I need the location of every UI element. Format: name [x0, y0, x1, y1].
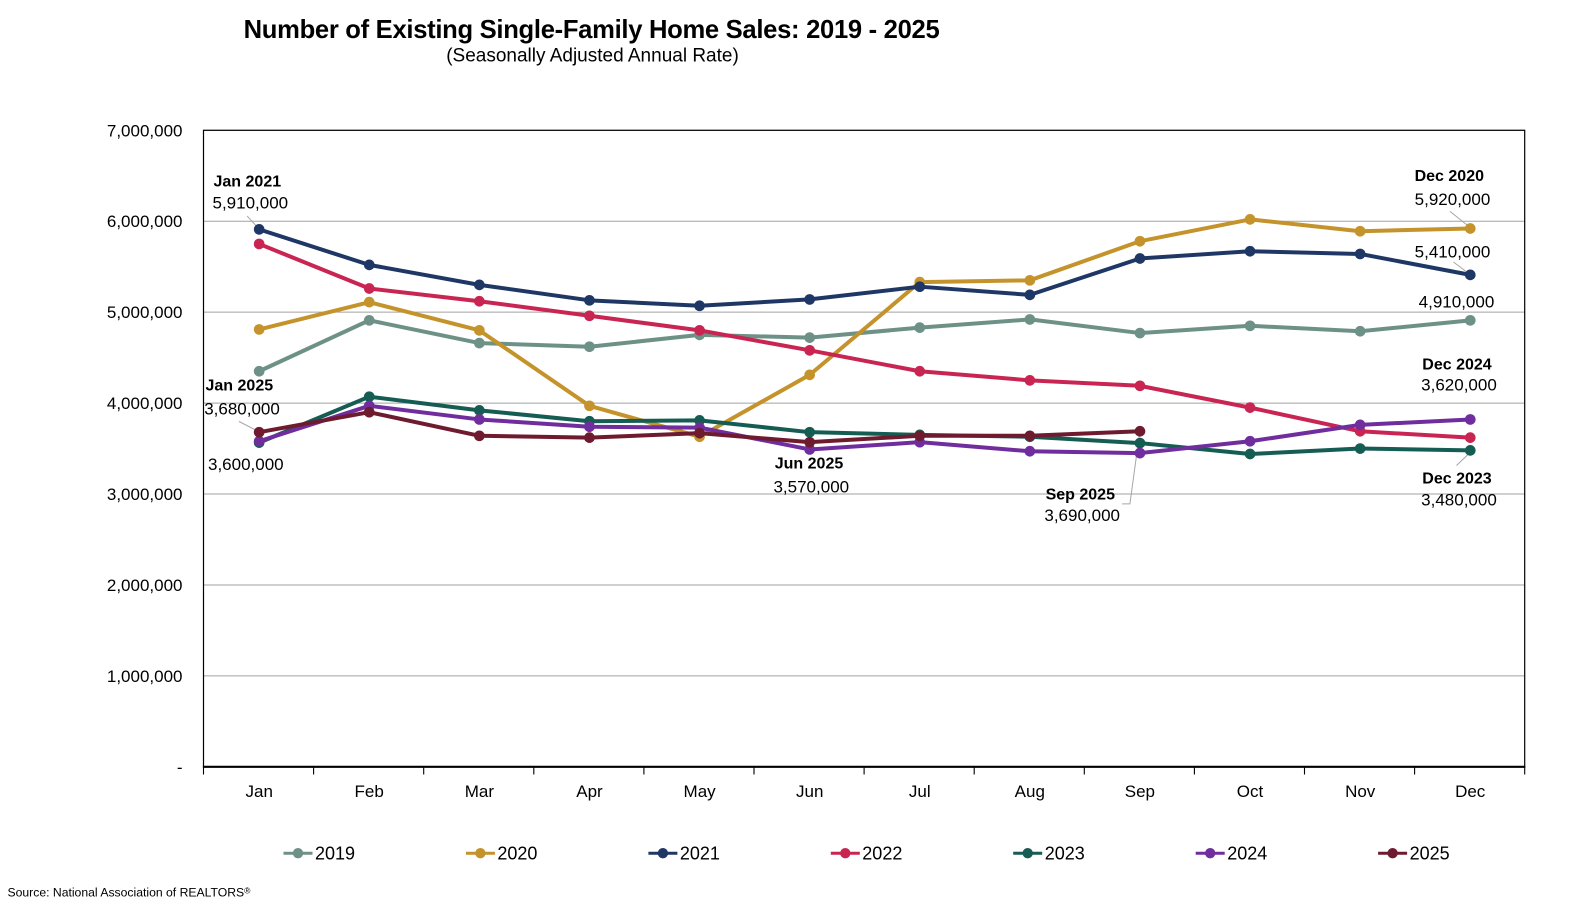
svg-text:3,000,000: 3,000,000	[107, 485, 183, 504]
svg-text:(Seasonally Adjusted Annual Ra: (Seasonally Adjusted Annual Rate)	[446, 46, 739, 67]
svg-text:Dec 2024: Dec 2024	[1422, 357, 1491, 374]
svg-text:5,000,000: 5,000,000	[107, 303, 183, 322]
svg-text:4,000,000: 4,000,000	[107, 394, 183, 413]
svg-text:2022: 2022	[862, 844, 902, 864]
svg-text:Jan 2021: Jan 2021	[214, 174, 282, 191]
svg-text:2024: 2024	[1227, 844, 1267, 864]
svg-text:7,000,000: 7,000,000	[107, 121, 183, 140]
svg-text:Dec 2020: Dec 2020	[1415, 168, 1484, 185]
svg-text:Jun: Jun	[796, 782, 823, 801]
svg-text:3,570,000: 3,570,000	[773, 477, 849, 496]
svg-text:Source: National Association o: Source: National Association of REALTORS…	[8, 885, 252, 899]
svg-text:Sep 2025: Sep 2025	[1046, 486, 1115, 503]
svg-text:4,910,000: 4,910,000	[1419, 293, 1495, 312]
svg-text:Nov: Nov	[1345, 782, 1376, 801]
svg-text:6,000,000: 6,000,000	[107, 212, 183, 231]
svg-text:3,480,000: 3,480,000	[1421, 490, 1497, 509]
svg-text:Feb: Feb	[355, 782, 384, 801]
svg-text:5,910,000: 5,910,000	[213, 193, 289, 212]
svg-text:Aug: Aug	[1015, 782, 1045, 801]
svg-text:2020: 2020	[497, 844, 537, 864]
svg-text:2021: 2021	[680, 844, 720, 864]
svg-text:2,000,000: 2,000,000	[107, 576, 183, 595]
svg-text:5,410,000: 5,410,000	[1415, 243, 1491, 262]
svg-text:-: -	[177, 758, 183, 777]
svg-text:3,680,000: 3,680,000	[204, 399, 280, 418]
svg-text:2023: 2023	[1045, 844, 1085, 864]
svg-text:Sep: Sep	[1125, 782, 1155, 801]
svg-text:Jan 2025: Jan 2025	[206, 377, 274, 394]
svg-text:Apr: Apr	[576, 782, 603, 801]
svg-text:Dec: Dec	[1455, 782, 1486, 801]
svg-text:Mar: Mar	[465, 782, 495, 801]
svg-text:Dec 2023: Dec 2023	[1422, 470, 1491, 487]
svg-text:3,600,000: 3,600,000	[208, 455, 284, 474]
svg-text:Jul: Jul	[909, 782, 931, 801]
svg-text:Jan: Jan	[245, 782, 272, 801]
svg-text:Number of Existing Single-Fami: Number of Existing Single-Family Home Sa…	[244, 16, 940, 44]
svg-text:May: May	[684, 782, 717, 801]
svg-text:2019: 2019	[315, 844, 355, 864]
svg-text:3,620,000: 3,620,000	[1421, 376, 1497, 395]
svg-text:3,690,000: 3,690,000	[1044, 506, 1120, 525]
svg-text:5,920,000: 5,920,000	[1415, 190, 1491, 209]
svg-text:2025: 2025	[1410, 844, 1450, 864]
svg-text:Jun 2025: Jun 2025	[775, 456, 844, 473]
svg-text:1,000,000: 1,000,000	[107, 667, 183, 686]
svg-text:Oct: Oct	[1237, 782, 1264, 801]
